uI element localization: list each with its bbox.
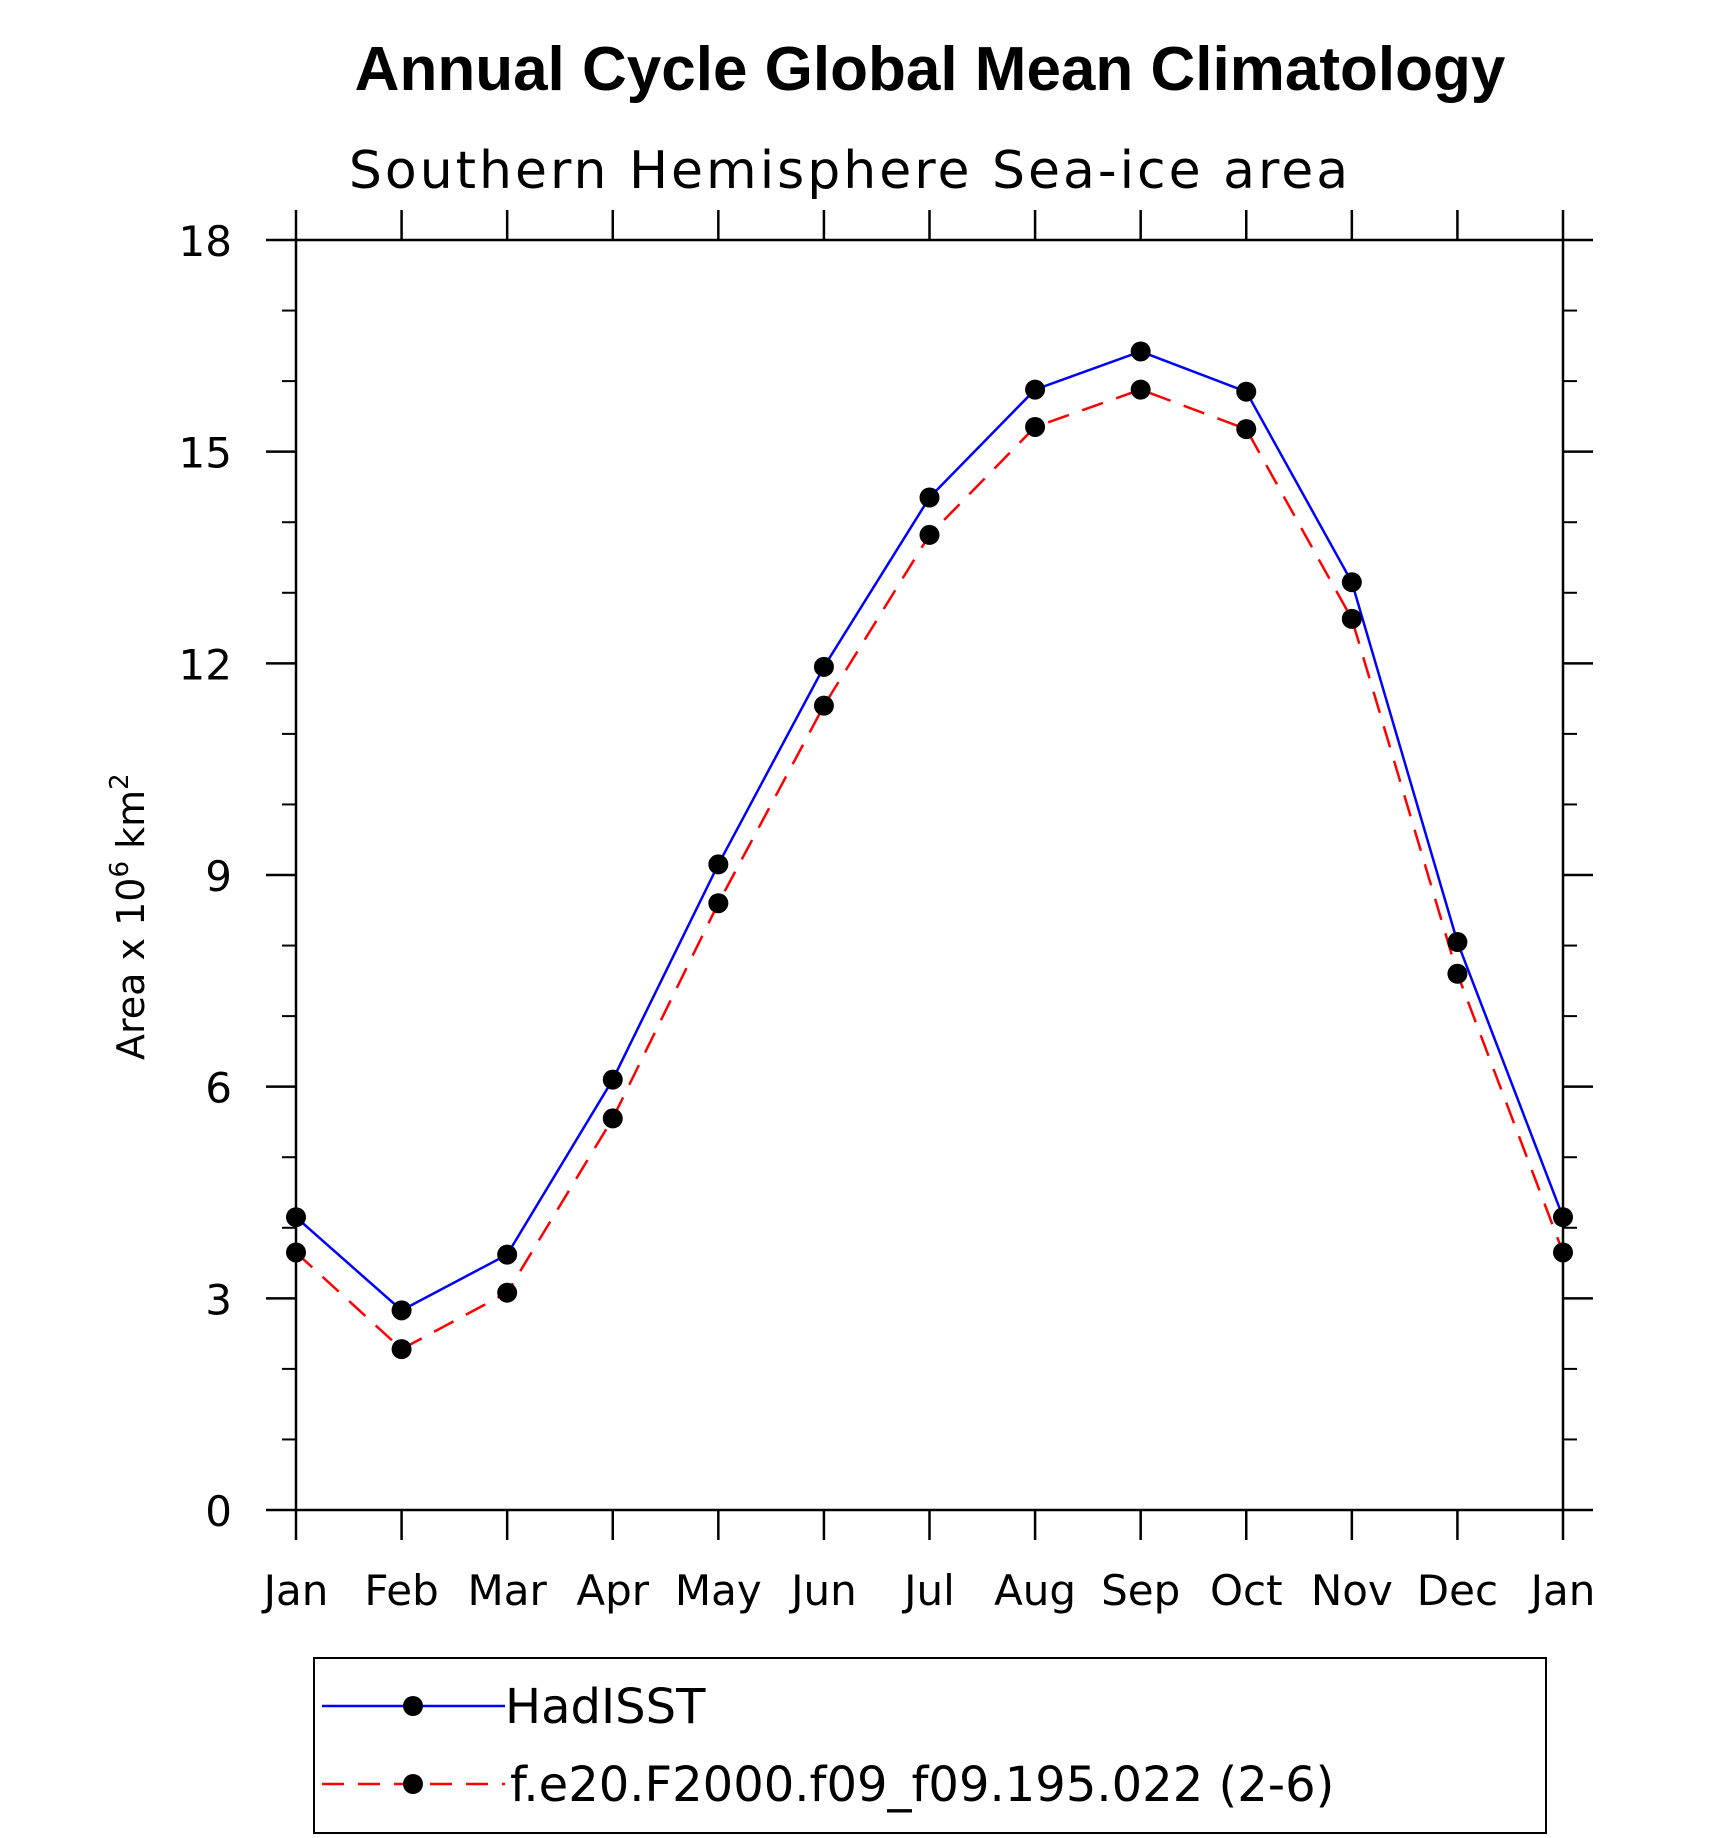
chart-subtitle: Southern Hemisphere Sea-ice area [349,141,1351,201]
legend: HadISST f.e20.F2000.f09_f09.195.022 (2-6… [313,1657,1547,1834]
series-1-point [1341,608,1362,629]
axes [266,210,1593,1540]
series-1-point [1025,416,1046,437]
series-1-point [1130,379,1151,400]
y-tick-label: 6 [205,1064,232,1113]
legend-marker-hadisst [403,1696,423,1716]
series-1-point [813,695,834,716]
y-axis-label-exponent: 6 [105,861,135,878]
x-tick-label: Jul [901,1566,955,1615]
series-0-point [1025,379,1046,400]
legend-marker-model [403,1774,423,1794]
plot-frame [294,238,1565,1512]
y-tick-label: 18 [179,217,232,266]
x-tick-label: Jan [261,1566,329,1615]
y-tick-label: 15 [179,429,232,478]
series-1-point [919,524,940,545]
y-tick-label: 0 [205,1487,232,1536]
series-1-point [391,1339,412,1360]
y-tick-label: 12 [179,640,232,689]
series-0-point [1236,381,1257,402]
series-0-point [1553,1207,1573,1228]
series-0-point [602,1069,623,1090]
x-tick-label: Apr [576,1566,649,1615]
legend-label-hadisst: HadISST [505,1679,706,1735]
x-tick-label: Feb [364,1566,438,1615]
x-tick-label: Nov [1311,1566,1393,1615]
y-tick-label: 3 [205,1275,232,1324]
y-axis-label-main: Area x 10 [109,878,153,1060]
x-tick-label: May [675,1566,762,1615]
series-0-point [1447,932,1468,953]
series-0-point [708,854,729,875]
series-1-point [286,1242,306,1263]
series-1-point [1447,963,1468,984]
x-tick-labels: Jan Feb Mar Apr May Jun Jul Aug Sep Oct Nov Dec Jan [261,1566,1596,1615]
x-tick-label: Sep [1101,1566,1180,1615]
series-0-point [1130,341,1151,362]
y-axis-label-unit: km [109,790,153,861]
x-tick-label: Oct [1210,1566,1283,1615]
x-tick-label: Dec [1417,1566,1498,1615]
series-0-point [497,1244,518,1265]
series-1-point [1236,419,1257,440]
y-axis-label: Area x 106 km2 [105,773,153,1060]
x-tick-label: Jan [1528,1566,1596,1615]
legend-box [313,1657,1547,1834]
x-tick-label: Aug [994,1566,1076,1615]
y-tick-labels: 0 3 6 9 12 15 18 [179,217,232,1536]
x-tick-label: Jun [788,1566,857,1615]
series-0-point [919,487,940,508]
series-0-point [1341,572,1362,593]
y-tick-label: 9 [205,852,232,901]
y-axis-label-unit-exponent: 2 [105,773,135,790]
chart-title: Annual Cycle Global Mean Climatology [355,35,1506,104]
legend-label-model: f.e20.F2000.f09_f09.195.022 (2-6) [510,1757,1334,1813]
series-0-point [391,1300,412,1321]
series [286,341,1573,1360]
series-0-point [813,656,834,677]
series-1-point [602,1108,623,1129]
series-1-point [708,893,729,914]
x-tick-label: Mar [468,1566,548,1615]
series-0-point [286,1207,306,1228]
series-1-point [497,1282,518,1303]
series-1-point [1553,1242,1573,1263]
